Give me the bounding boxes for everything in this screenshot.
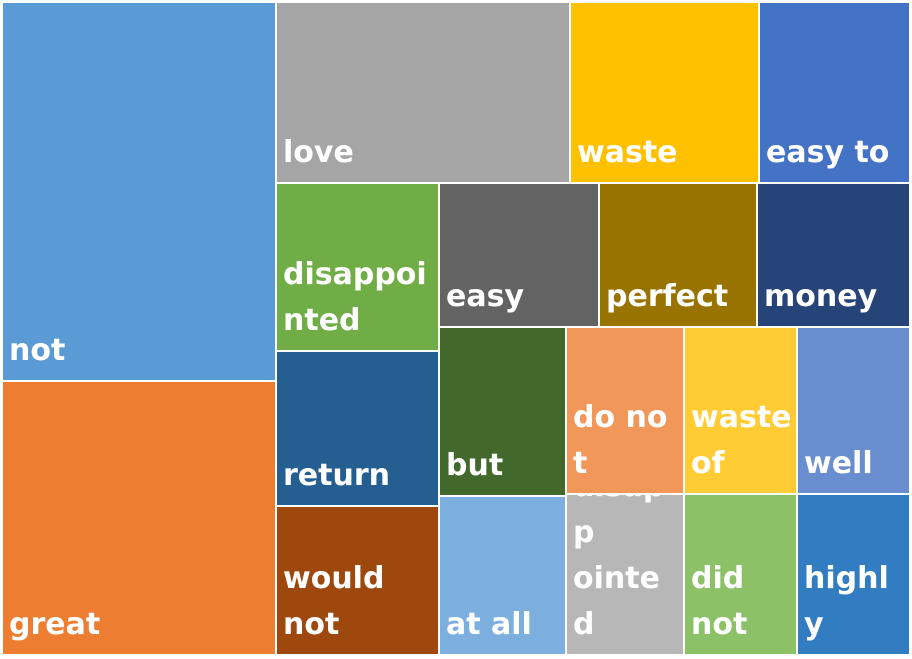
treemap-tile-label: not [9, 333, 66, 368]
treemap-tile-wasteof: waste of [684, 327, 797, 494]
treemap-tile-label: do not [573, 400, 668, 481]
treemap-tile-highly: highly [797, 494, 910, 655]
treemap-tile-money: money [757, 183, 910, 327]
treemap-tile-waste: waste [570, 2, 759, 183]
treemap-tile-well: well [797, 327, 910, 494]
treemap-tile-label: return [283, 458, 390, 493]
treemap-tile-label: great [9, 607, 101, 642]
treemap-tile-at-all: at all [439, 496, 566, 655]
treemap-tile-verydisappointed: very disapp ointed [566, 494, 684, 655]
treemap-tile-label: disappoi nted [283, 257, 427, 338]
treemap-tile-label: easy to [766, 135, 890, 170]
treemap-tile-do-not: do not [566, 327, 684, 494]
treemap-tile-disappointed: disappoi nted [276, 183, 439, 351]
treemap-tile-not: not [2, 2, 276, 381]
treemap-tile-label: waste of [691, 400, 792, 481]
treemap-tile-label: at all [446, 607, 532, 642]
treemap-tile-label: love [283, 135, 354, 170]
treemap-tile-label: easy [446, 279, 525, 314]
treemap-tile-easy-to: easy to [759, 2, 910, 183]
treemap-tile-label: perfect [606, 279, 729, 314]
treemap-tile-return: return [276, 351, 439, 506]
treemap-tile-label: but [446, 448, 504, 483]
treemap-tile-wouldnot: would not [276, 506, 439, 655]
treemap-tile-label: highly [804, 561, 889, 642]
treemap-tile-label: waste [577, 135, 678, 170]
treemap-tile-label: very disapp ointed [573, 495, 664, 642]
treemap-tile-label: well [804, 446, 873, 481]
treemap-tile-perfect: perfect [599, 183, 757, 327]
treemap-tile-didnot: did not [684, 494, 797, 655]
treemap-tile-label: did not [691, 561, 748, 642]
treemap-tile-but: but [439, 327, 566, 496]
treemap-tile-label: would not [283, 561, 385, 642]
treemap-tile-love: love [276, 2, 570, 183]
treemap-tile-great: great [2, 381, 276, 655]
treemap-tile-label: money [764, 279, 878, 314]
treemap-tile-easy: easy [439, 183, 599, 327]
